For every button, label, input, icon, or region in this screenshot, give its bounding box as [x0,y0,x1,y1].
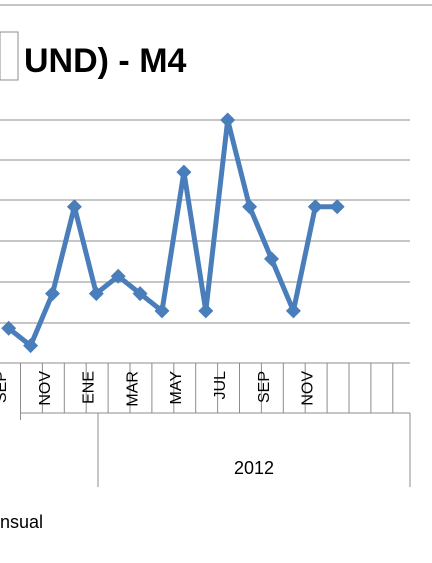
data-point [329,199,345,215]
data-point [66,199,82,215]
title-frame-edge [0,31,19,81]
x-tick-label: SEP [0,371,10,403]
data-point [45,286,60,302]
data-point [176,164,192,180]
data-point [220,112,236,128]
data-point [242,199,258,215]
data-point [23,338,39,354]
x-tick-label: NOV [300,371,317,406]
data-point [1,320,17,336]
series-layer [1,112,345,354]
legend-entry: nsual [0,512,43,532]
data-point [198,303,214,319]
category-axis: SEP NOV ENE MAR MAY JUL SEP NOV 2012 [0,363,411,487]
data-point [110,268,126,284]
data-point [132,286,148,302]
x-tick-label: NOV [37,371,54,406]
chart-title: UND) - M4 [24,42,187,80]
data-point [264,251,279,267]
x-tick-label: MAR [124,371,141,407]
x-tick-label: SEP [256,371,273,403]
gridlines [0,119,410,364]
series-line [7,117,338,349]
data-point [307,199,323,215]
data-point [285,303,301,319]
year-label: 2012 [234,458,274,478]
x-tick-label: JUL [212,371,229,400]
data-point [154,303,170,319]
x-tick-label: MAY [168,371,185,405]
x-tick-label: ENE [81,371,98,404]
data-point [88,286,104,302]
